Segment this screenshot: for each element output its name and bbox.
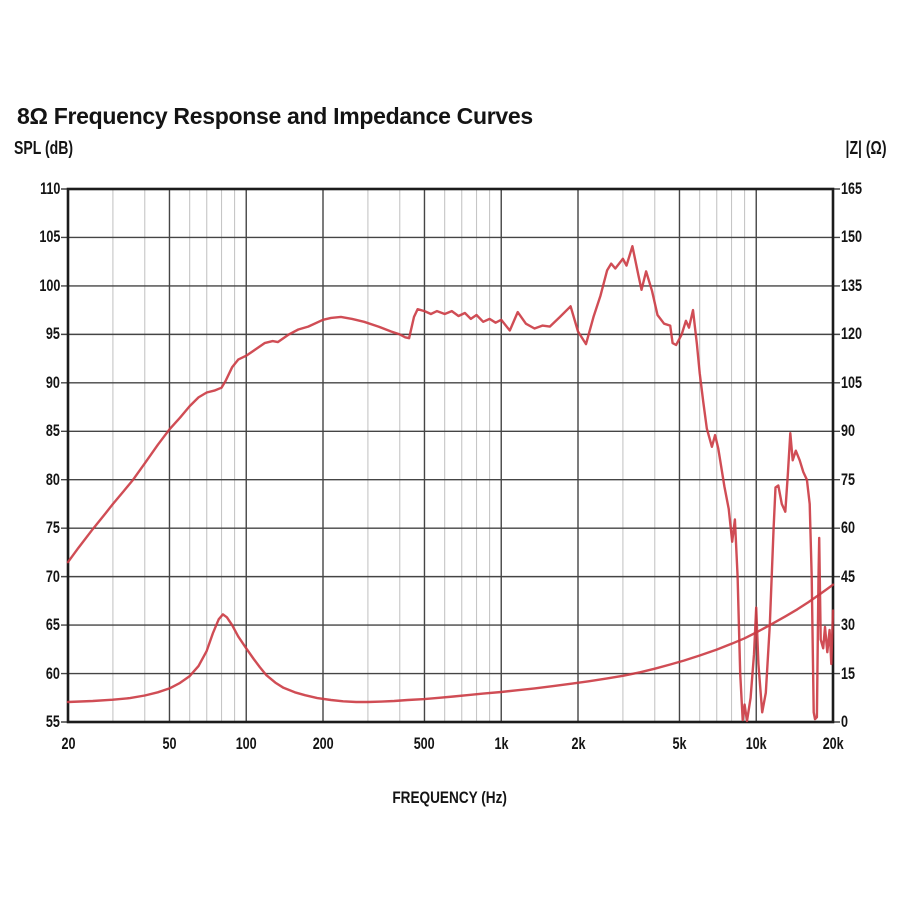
right-tick-135: 135 bbox=[841, 276, 887, 296]
right-tick-15: 15 bbox=[841, 664, 887, 684]
right-tick-60: 60 bbox=[841, 518, 887, 538]
left-tick-75-text: 75 bbox=[45, 518, 60, 538]
x-tick-100: 100 bbox=[216, 734, 276, 754]
right-tick-75: 75 bbox=[841, 470, 887, 490]
right-tick-150: 150 bbox=[841, 227, 887, 247]
right-tick-90: 90 bbox=[841, 421, 887, 441]
x-tick-20-text: 20 bbox=[60, 734, 75, 753]
left-tick-90-text: 90 bbox=[45, 372, 60, 392]
left-tick-100: 100 bbox=[14, 276, 60, 296]
left-tick-85-text: 85 bbox=[45, 421, 60, 441]
left-tick-95: 95 bbox=[14, 324, 60, 344]
left-tick-70-text: 70 bbox=[45, 566, 60, 586]
x-tick-200-text: 200 bbox=[312, 734, 334, 753]
left-tick-55-text: 55 bbox=[45, 712, 60, 731]
right-tick-30-text: 30 bbox=[841, 615, 856, 635]
left-tick-80-text: 80 bbox=[45, 469, 60, 489]
x-tick-20: 20 bbox=[38, 734, 98, 754]
x-tick-200: 200 bbox=[293, 734, 353, 754]
x-tick-50-text: 50 bbox=[162, 734, 177, 753]
right-tick-135-text: 135 bbox=[841, 275, 862, 295]
left-tick-90: 90 bbox=[14, 373, 60, 393]
right-tick-45-text: 45 bbox=[841, 566, 856, 586]
right-tick-105: 105 bbox=[841, 373, 887, 393]
left-tick-95-text: 95 bbox=[45, 324, 60, 344]
x-tick-500: 500 bbox=[394, 734, 454, 754]
right-tick-15-text: 15 bbox=[841, 663, 856, 683]
spl-curve bbox=[66, 245, 835, 723]
right-tick-0: 0 bbox=[841, 712, 887, 732]
right-tick-165-text: 165 bbox=[841, 179, 862, 198]
frequency-response-impedance-chart bbox=[61, 187, 840, 724]
left-axis-label: SPL (dB) bbox=[14, 138, 90, 159]
x-axis-label-text: FREQUENCY (Hz) bbox=[392, 788, 508, 807]
left-tick-80: 80 bbox=[14, 470, 60, 490]
left-tick-105-text: 105 bbox=[39, 227, 60, 247]
left-tick-60-text: 60 bbox=[45, 663, 60, 683]
right-tick-60-text: 60 bbox=[841, 518, 856, 538]
right-tick-30: 30 bbox=[841, 615, 887, 635]
right-axis-label: |Z| (Ω) bbox=[834, 138, 886, 159]
right-tick-90-text: 90 bbox=[841, 421, 856, 441]
x-tick-100-text: 100 bbox=[235, 734, 257, 753]
chart-title: 8Ω Frequency Response and Impedance Curv… bbox=[17, 103, 533, 130]
x-tick-5k: 5k bbox=[649, 734, 709, 754]
x-tick-2k-text: 2k bbox=[570, 734, 585, 753]
x-tick-5k-text: 5k bbox=[672, 734, 687, 753]
x-tick-50: 50 bbox=[139, 734, 199, 754]
left-tick-60: 60 bbox=[14, 664, 60, 684]
left-tick-110: 110 bbox=[14, 179, 60, 199]
right-tick-105-text: 105 bbox=[841, 372, 862, 392]
x-tick-1k-text: 1k bbox=[494, 734, 509, 753]
left-tick-70: 70 bbox=[14, 567, 60, 587]
right-tick-150-text: 150 bbox=[841, 227, 862, 247]
x-tick-2k: 2k bbox=[548, 734, 608, 754]
left-axis-label-text: SPL (dB) bbox=[14, 138, 74, 158]
left-tick-100-text: 100 bbox=[39, 275, 60, 295]
x-axis-label: FREQUENCY (Hz) bbox=[0, 788, 900, 808]
x-tick-20k-text: 20k bbox=[822, 734, 844, 753]
left-tick-65: 65 bbox=[14, 615, 60, 635]
x-tick-500-text: 500 bbox=[413, 734, 435, 753]
left-tick-55: 55 bbox=[14, 712, 60, 732]
left-tick-105: 105 bbox=[14, 227, 60, 247]
right-tick-120-text: 120 bbox=[841, 324, 862, 344]
x-tick-1k: 1k bbox=[471, 734, 531, 754]
left-tick-85: 85 bbox=[14, 421, 60, 441]
left-tick-110-text: 110 bbox=[39, 179, 60, 198]
right-tick-0-text: 0 bbox=[841, 712, 849, 731]
right-tick-120: 120 bbox=[841, 324, 887, 344]
plot-border bbox=[66, 187, 835, 724]
x-tick-20k: 20k bbox=[803, 734, 863, 754]
right-tick-75-text: 75 bbox=[841, 469, 856, 489]
left-tick-75: 75 bbox=[14, 518, 60, 538]
x-tick-10k-text: 10k bbox=[745, 734, 767, 753]
right-tick-45: 45 bbox=[841, 567, 887, 587]
impedance-curve bbox=[66, 583, 835, 704]
left-tick-65-text: 65 bbox=[45, 615, 60, 635]
right-tick-165: 165 bbox=[841, 179, 887, 199]
x-tick-10k: 10k bbox=[726, 734, 786, 754]
right-axis-label-text: |Z| (Ω) bbox=[845, 138, 886, 158]
